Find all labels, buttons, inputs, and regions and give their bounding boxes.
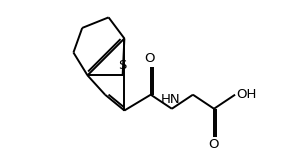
Text: O: O [145,52,155,65]
Text: S: S [118,59,127,72]
Text: HN: HN [160,93,180,106]
Text: OH: OH [236,88,257,101]
Text: O: O [208,138,218,151]
